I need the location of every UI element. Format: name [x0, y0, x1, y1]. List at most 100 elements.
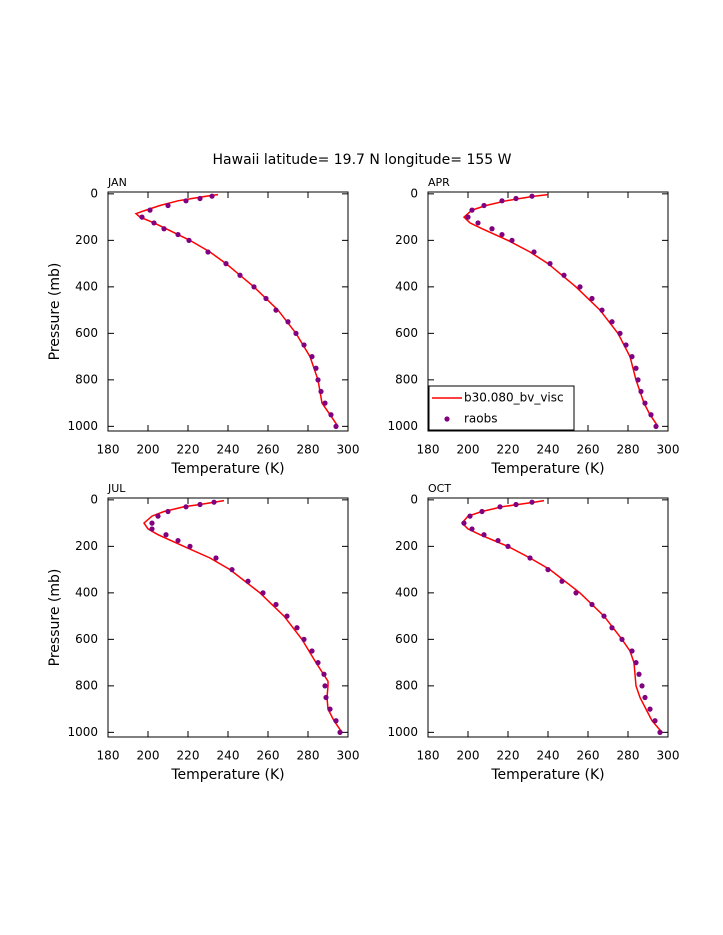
obs-point [545, 567, 551, 573]
x-tick-label: 220 [497, 443, 520, 457]
obs-point [601, 613, 607, 619]
obs-point [527, 555, 533, 561]
obs-point [609, 319, 615, 325]
obs-point [284, 613, 290, 619]
obs-point [309, 648, 315, 654]
obs-point [163, 532, 169, 538]
x-tick-label: 260 [577, 443, 600, 457]
obs-point [647, 706, 653, 712]
x-tick-label: 180 [97, 749, 120, 763]
obs-point [513, 195, 519, 202]
obs-point [653, 423, 659, 429]
x-tick-label: 200 [137, 749, 160, 763]
legend-label: raobs [464, 412, 498, 426]
panel-label: APR [428, 176, 450, 189]
y-tick-label: 0 [90, 186, 98, 200]
x-tick-label: 220 [177, 749, 200, 763]
x-tick-label: 280 [617, 443, 640, 457]
obs-point [165, 202, 171, 209]
y-tick-label: 600 [75, 632, 98, 646]
chart-title: Hawaii latitude= 19.7 N longitude= 155 W [213, 152, 512, 168]
obs-point [513, 501, 519, 508]
obs-point [469, 207, 475, 213]
obs-point [333, 423, 339, 429]
obs-point [293, 330, 299, 336]
y-tick-label: 1000 [67, 419, 98, 433]
obs-point [505, 543, 511, 549]
obs-point [499, 198, 505, 204]
x-tick-label: 240 [537, 443, 560, 457]
y-tick-label: 400 [75, 585, 98, 599]
obs-point [479, 508, 485, 515]
obs-point [467, 513, 473, 519]
obs-point [315, 377, 321, 383]
obs-point [165, 508, 171, 515]
y-tick-label: 0 [410, 186, 418, 200]
obs-point [495, 537, 501, 544]
obs-point [648, 412, 654, 418]
x-tick-label: 240 [217, 443, 240, 457]
y-tick-label: 1000 [387, 725, 418, 739]
obs-point [609, 625, 615, 631]
obs-point [186, 237, 192, 243]
legend-box [428, 385, 575, 431]
y-tick-label: 200 [395, 233, 418, 247]
obs-point [245, 578, 251, 584]
obs-point [237, 272, 243, 278]
x-tick-label: 260 [257, 749, 280, 763]
obs-point [251, 284, 257, 290]
obs-point [481, 532, 487, 538]
y-axis-label: Pressure (mb) [47, 569, 63, 667]
obs-point [629, 354, 635, 360]
y-tick-label: 0 [410, 492, 418, 506]
y-tick-label: 600 [395, 632, 418, 646]
obs-point [139, 214, 145, 220]
obs-point [211, 499, 217, 505]
y-tick-label: 200 [75, 539, 98, 553]
obs-point [642, 400, 648, 406]
obs-point [175, 231, 181, 238]
obs-point [313, 365, 319, 371]
x-axis-label: Temperature (K) [170, 461, 284, 477]
obs-point [499, 231, 505, 238]
x-tick-label: 180 [417, 749, 440, 763]
x-tick-label: 240 [217, 749, 240, 763]
obs-point [205, 249, 211, 255]
obs-point [151, 220, 157, 226]
y-tick-label: 600 [75, 326, 98, 340]
obs-point [323, 694, 329, 701]
obs-point [333, 718, 339, 724]
obs-point [577, 284, 583, 290]
obs-point [149, 520, 155, 526]
obs-point [559, 578, 565, 584]
obs-point [322, 400, 328, 406]
obs-point [260, 590, 266, 596]
obs-point [623, 342, 629, 348]
y-tick-label: 400 [395, 585, 418, 599]
panel-label: JAN [107, 176, 127, 189]
obs-point [318, 388, 324, 395]
obs-point [229, 567, 235, 573]
obs-point [636, 671, 642, 677]
obs-point [149, 526, 155, 532]
obs-point [497, 504, 503, 510]
obs-point [155, 513, 161, 519]
x-axis-label: Temperature (K) [170, 767, 284, 783]
obs-point [489, 226, 495, 232]
obs-point [652, 718, 658, 724]
obs-point [223, 261, 229, 267]
obs-point [327, 706, 333, 712]
obs-point [209, 193, 215, 199]
obs-point [561, 272, 567, 278]
obs-point [573, 590, 579, 596]
obs-point [469, 526, 475, 532]
obs-point [301, 636, 307, 642]
model-line [143, 499, 343, 733]
plot-frame [107, 191, 349, 432]
x-tick-label: 280 [297, 749, 320, 763]
obs-point [531, 249, 537, 255]
x-tick-label: 280 [617, 749, 640, 763]
x-axis-label: Temperature (K) [490, 461, 604, 477]
x-tick-label: 180 [417, 443, 440, 457]
